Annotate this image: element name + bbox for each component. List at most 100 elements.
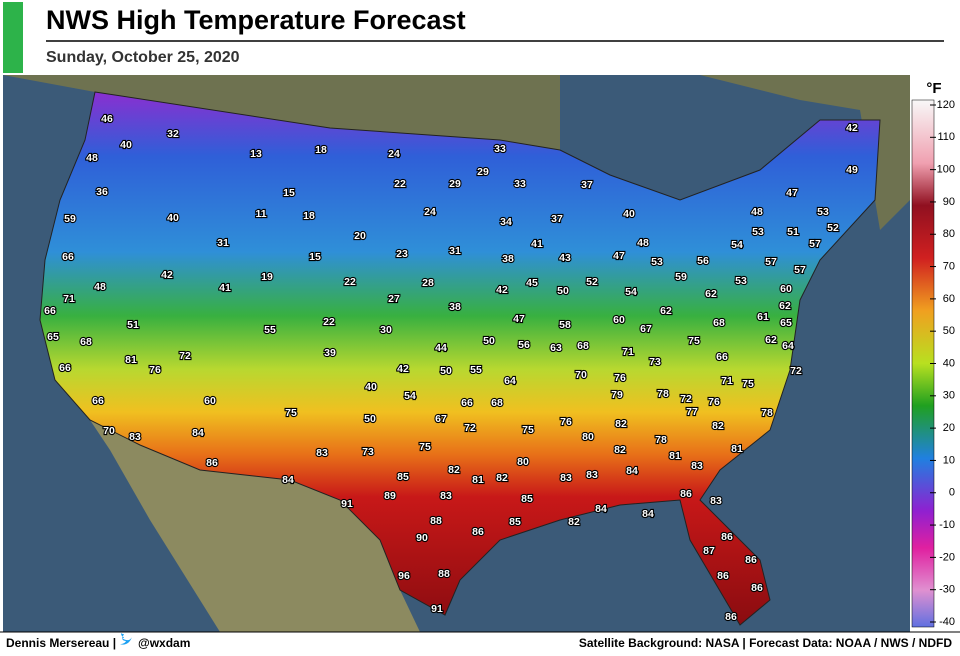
temp-label: 86 [680,488,692,500]
temp-label: 83 [316,447,328,459]
temp-label: 76 [560,416,572,428]
temp-label: 71 [721,375,733,387]
credit: Dennis Mersereau | [6,636,116,650]
temp-label: 61 [757,311,769,323]
twitter-icon [120,633,132,645]
temp-label: 68 [577,340,589,352]
temp-label: 62 [660,305,672,317]
sources: Satellite Background: NASA | Forecast Da… [579,636,953,650]
temp-label: 50 [364,413,376,425]
temp-label: 66 [716,351,728,363]
temp-label: 40 [365,381,377,393]
temp-label: 47 [786,187,798,199]
temp-label: 40 [623,208,635,220]
temp-label: 51 [787,226,799,238]
scale-label: -40 [939,616,955,628]
temp-label: 50 [440,365,452,377]
mexico [90,420,420,632]
temp-label: 83 [710,495,722,507]
temp-label: 63 [550,342,562,354]
temp-label: 84 [595,503,607,515]
temp-label: 54 [404,390,416,402]
temp-label: 77 [686,406,698,418]
scale-label: -30 [939,584,955,596]
temp-label: 57 [809,238,821,250]
scale-label: 30 [943,390,955,402]
scale-label: 110 [937,131,955,143]
temp-label: 75 [285,407,297,419]
temp-label: 51 [127,319,139,331]
temp-label: 37 [551,213,563,225]
temp-label: 81 [125,354,137,366]
scale-label: 70 [943,260,955,272]
scale-label: 90 [943,196,955,208]
temp-label: 22 [394,178,406,190]
temp-label: 42 [496,284,508,296]
temp-label: 81 [669,450,681,462]
temp-label: 72 [179,350,191,362]
temp-label: 24 [388,148,400,160]
temp-label: 52 [827,222,839,234]
scale-label: 50 [943,325,955,337]
temp-label: 88 [438,568,450,580]
temp-label: 70 [103,425,115,437]
temp-label: 83 [129,431,141,443]
temp-label: 65 [780,317,792,329]
temp-label: 18 [303,210,315,222]
temp-label: 58 [559,319,571,331]
temp-label: 53 [752,226,764,238]
temp-label: 76 [614,372,626,384]
temp-label: 62 [705,288,717,300]
temp-label: 91 [431,603,443,615]
temp-label: 34 [500,216,512,228]
temp-label: 68 [80,336,92,348]
temp-label: 85 [521,493,533,505]
temp-label: 19 [261,271,273,283]
temp-label: 66 [59,362,71,374]
temp-label: 53 [817,206,829,218]
scale-label: 40 [943,357,955,369]
temp-label: 86 [472,526,484,538]
temp-label: 46 [101,113,113,125]
temp-label: 80 [582,431,594,443]
temp-label: 60 [204,395,216,407]
temp-label: 24 [424,206,436,218]
temp-label: 68 [491,397,503,409]
temp-label: 54 [625,286,637,298]
temp-label: 13 [250,148,262,160]
temp-label: 81 [731,443,743,455]
temp-label: 66 [461,397,473,409]
temp-label: 11 [255,208,266,220]
temp-label: 83 [691,460,703,472]
temp-label: 84 [642,508,654,520]
scale-label: 120 [937,99,955,111]
conus [39,91,881,626]
temp-label: 15 [309,251,321,263]
temp-label: 91 [341,498,353,510]
temp-label: 83 [560,472,572,484]
temp-label: 71 [63,293,75,305]
temp-label: 56 [518,339,530,351]
temp-label: 32 [167,128,179,140]
canada [3,75,910,230]
temp-label: 43 [559,252,571,264]
temp-label: 50 [483,335,495,347]
temp-label: 40 [120,139,132,151]
temp-label: 70 [575,369,587,381]
temp-label: 67 [435,413,447,425]
temp-label: 68 [713,317,725,329]
temp-label: 37 [581,179,593,191]
temp-label: 60 [613,314,625,326]
temp-label: 84 [282,474,294,486]
temp-label: 75 [419,441,431,453]
temp-label: 47 [613,250,625,262]
temp-label: 73 [649,356,661,368]
temp-label: 75 [522,424,534,436]
temp-label: 86 [725,611,737,623]
temp-label: 86 [745,554,757,566]
temp-label: 81 [472,474,484,486]
temp-label: 88 [430,515,442,527]
temp-label: 78 [655,434,667,446]
temp-label: 89 [384,490,396,502]
temp-label: 66 [92,395,104,407]
